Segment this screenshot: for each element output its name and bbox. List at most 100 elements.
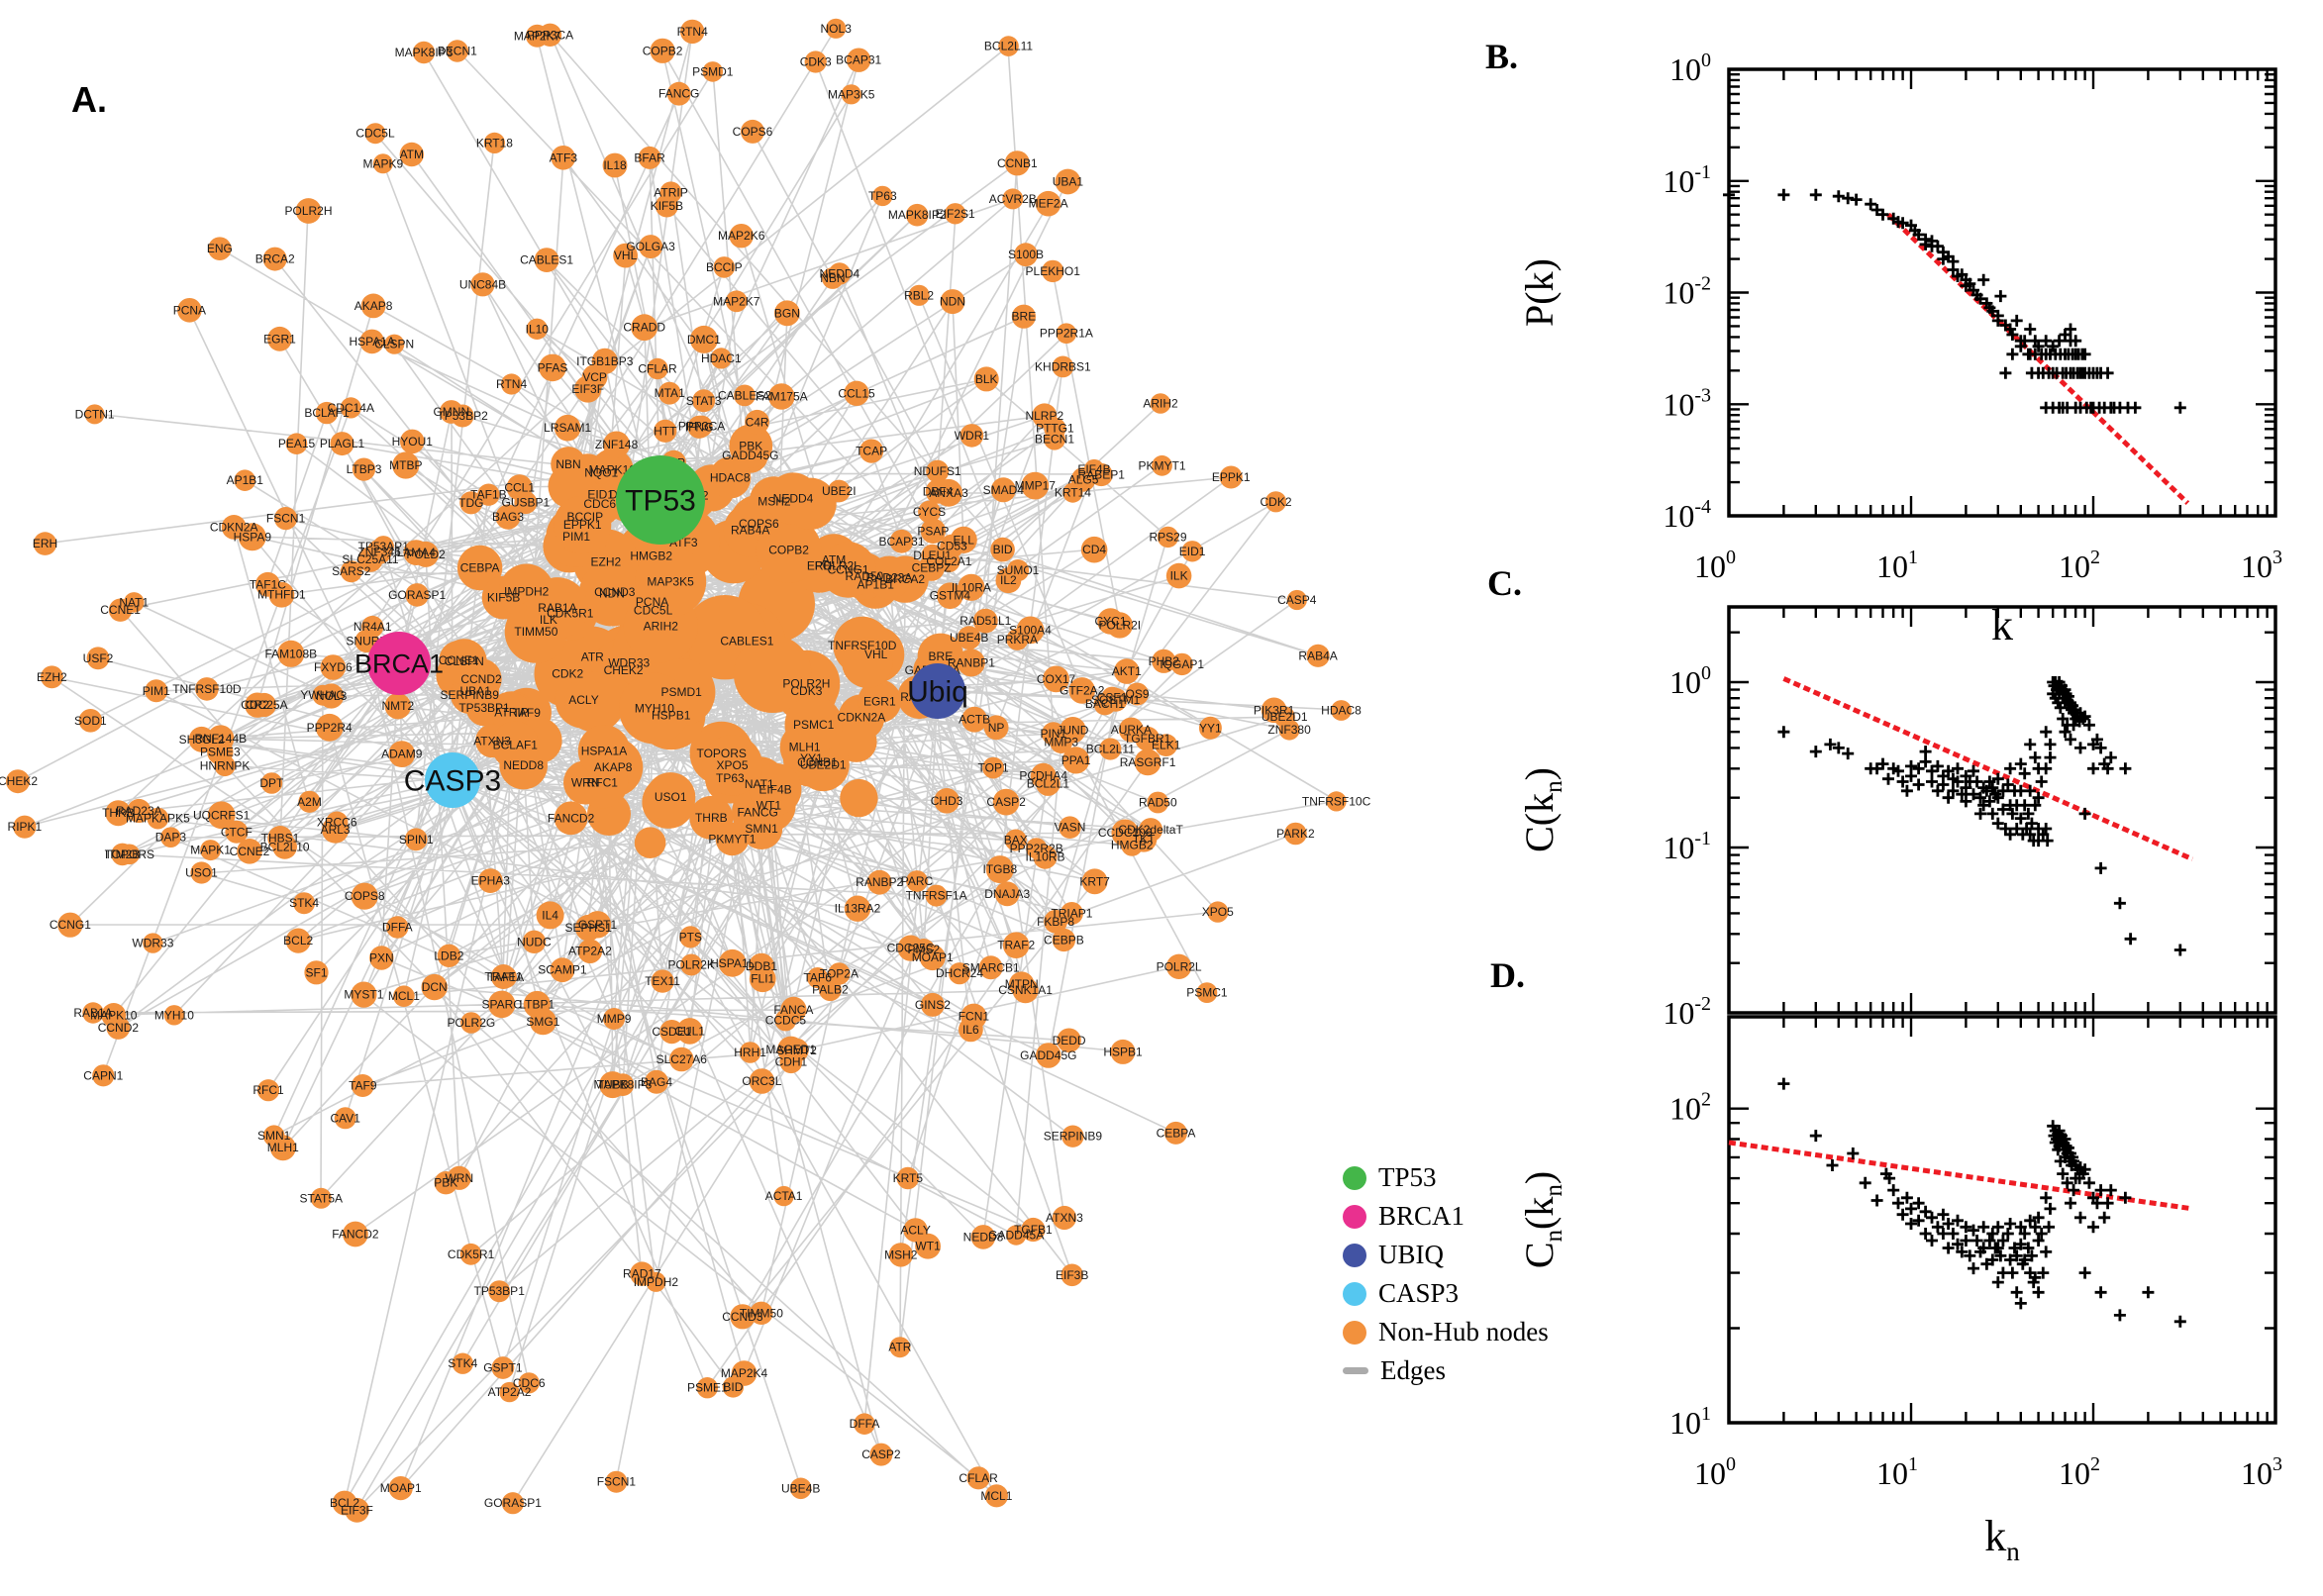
node-label: ENG	[207, 242, 233, 255]
node-label: PLEKHO1	[1026, 264, 1081, 278]
node-label: RFC1	[587, 775, 619, 789]
node-label: KRT18	[476, 136, 513, 150]
non-hub-node	[483, 132, 505, 153]
node-label: MTA1	[655, 386, 685, 400]
node-label: S100A4	[1009, 623, 1052, 637]
non-hub-node	[554, 414, 581, 442]
node-label: CABLES2	[718, 388, 771, 402]
node-label: EIF2S1	[936, 207, 975, 221]
non-hub-node	[1002, 932, 1030, 958]
plot-panel-c: 100 10-1 10-2 C(kn)	[1517, 605, 2277, 1031]
node-label: EZH2	[37, 670, 67, 684]
node-label: RAD23A	[116, 804, 162, 818]
node-label: PIM1	[143, 684, 170, 698]
node-label: PHB2	[1149, 654, 1180, 668]
hub-node-casp3	[425, 752, 480, 808]
non-hub-node	[1012, 977, 1039, 1004]
node-label: RABEP1	[1078, 468, 1126, 482]
non-hub-node	[388, 1476, 413, 1501]
node-label: CDK3	[800, 55, 832, 69]
node-label: ILK	[1170, 569, 1188, 583]
non-hub-node	[574, 914, 602, 942]
node-label: XPO5	[716, 758, 748, 772]
node-label: THRB	[102, 806, 135, 820]
non-hub-node	[1147, 791, 1169, 814]
non-hub-node	[959, 1017, 983, 1043]
node-label: SCAMP1	[538, 963, 587, 977]
node-label: UBE4B	[950, 631, 988, 645]
node-label: CD4	[1082, 543, 1106, 556]
node-label: SARS2	[332, 564, 371, 578]
node-label: EIF3B	[1056, 1268, 1088, 1282]
non-hub-node	[188, 726, 215, 752]
non-hub-node	[310, 1187, 332, 1209]
node-label: MAP2K6	[718, 229, 765, 243]
node-label: FSCN1	[266, 512, 306, 526]
non-hub-node	[1004, 829, 1027, 851]
node-label: PSMD1	[661, 685, 703, 699]
node-label: TP53AP1	[358, 540, 410, 553]
node-label: S100B	[1008, 248, 1044, 261]
node-label: KIF5B	[651, 199, 683, 213]
non-hub-node	[105, 800, 132, 827]
node-label: CCDC5	[765, 1014, 807, 1028]
node-label: PCNA	[173, 303, 206, 317]
non-hub-node	[631, 314, 658, 342]
non-hub-node	[1014, 243, 1038, 267]
node-label: PSME3	[200, 745, 241, 758]
node-label: ELL	[954, 533, 975, 547]
non-hub-node	[351, 981, 377, 1008]
node-label: FAM175A	[756, 390, 808, 404]
non-hub-node	[680, 953, 703, 976]
node-label: LRSAM1	[544, 421, 591, 435]
node-label: TAF9	[512, 706, 541, 720]
node-label: STAT3	[686, 394, 722, 408]
non-hub-node	[551, 146, 576, 170]
non-hub-node	[208, 237, 232, 260]
node-label: MMP3	[1044, 736, 1078, 749]
node-label: BCL2L11	[984, 40, 1033, 53]
non-hub-node	[522, 930, 547, 953]
non-hub-node	[1081, 868, 1108, 895]
non-hub-node	[994, 881, 1020, 907]
node-label: TOP1	[978, 761, 1009, 775]
node-label: TKT	[1133, 832, 1156, 846]
non-hub-node	[1052, 355, 1074, 378]
non-hub-node	[404, 828, 428, 851]
node-label: ELK1	[1152, 739, 1181, 752]
node-label: MAPK8IP3	[395, 46, 454, 59]
non-hub-node	[1152, 648, 1176, 673]
non-hub-node	[343, 1221, 368, 1247]
node-label: SLC25A11	[342, 552, 398, 566]
node-label: FAM108B	[264, 647, 317, 660]
node-label: C4R	[746, 415, 769, 429]
non-hub-node	[1055, 168, 1081, 195]
non-hub-node	[1042, 722, 1065, 746]
node-label: MAP2K4	[721, 1366, 768, 1380]
hub-node-tp53	[616, 455, 705, 545]
non-hub-node	[312, 684, 334, 706]
non-hub-node	[888, 1243, 913, 1267]
non-hub-node	[460, 1012, 482, 1034]
non-hub-node	[1121, 834, 1144, 856]
node-label: VHL	[614, 249, 638, 262]
x-tick-label: 100	[1694, 1453, 1736, 1491]
non-hub-node	[1152, 454, 1172, 476]
node-label: GINS2	[915, 998, 951, 1012]
node-label: TAF6	[803, 971, 832, 985]
network-node-labels: USF2 CDC6 COPS6 BCCIP CCNB1 CDK3 CCND2 WDR33 POL…	[0, 22, 1371, 1518]
node-label: KHDRBS1	[1035, 359, 1091, 373]
non-hub-node	[985, 855, 1014, 884]
node-label: SERPINB9	[441, 688, 500, 702]
non-hub-node	[84, 404, 105, 425]
non-hub-node	[635, 546, 707, 618]
node-label: RTN4	[677, 25, 708, 39]
non-hub-node	[603, 431, 631, 458]
node-label: TRAF1	[484, 970, 522, 984]
non-hub-node	[160, 827, 181, 848]
node-label: SMN1	[257, 1129, 291, 1143]
x-tick-label: 101	[1876, 547, 1918, 584]
legend-label: CASP3	[1378, 1278, 1460, 1308]
node-label: DBF4	[923, 484, 954, 498]
non-hub-node	[82, 1002, 104, 1024]
